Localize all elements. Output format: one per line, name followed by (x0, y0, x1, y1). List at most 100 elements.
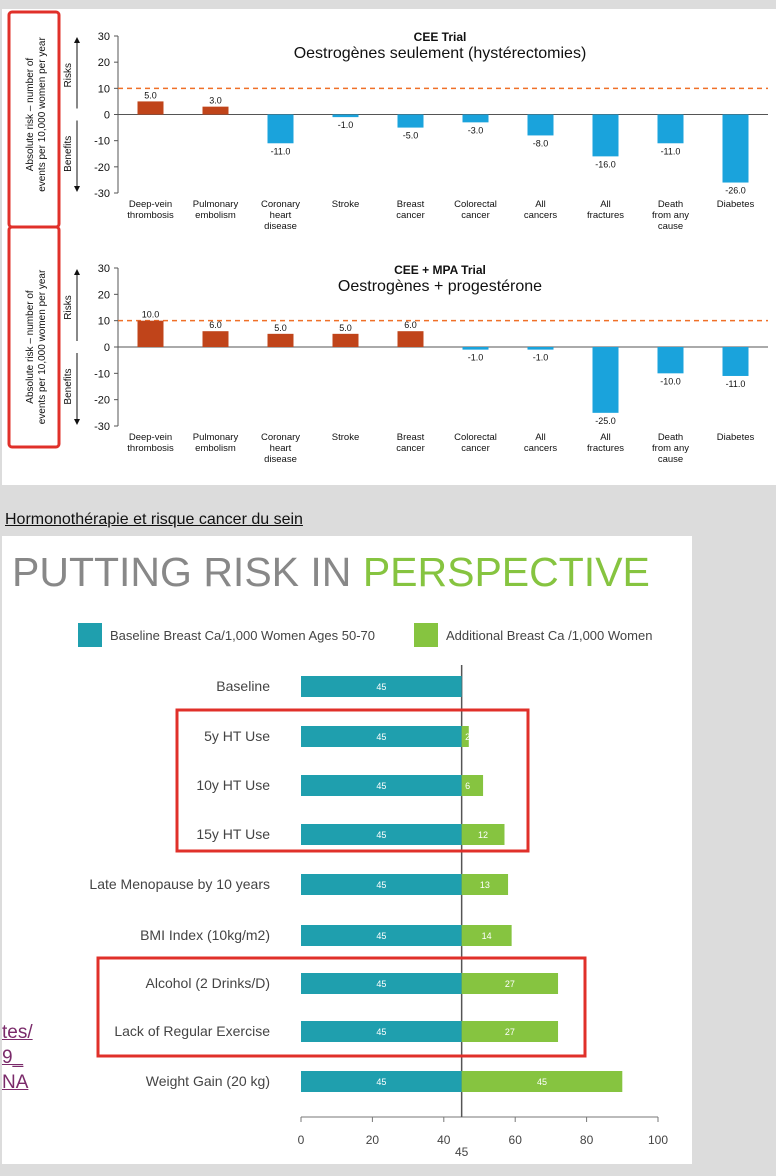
cee-mpa-title: CEE + MPA Trial (394, 263, 486, 277)
baseline-value-6: 45 (376, 979, 386, 989)
xtick-label-4: 80 (580, 1133, 594, 1147)
cee-value-label-5: -3.0 (468, 125, 484, 135)
legend-swatch-additional (414, 623, 438, 647)
cee-mpa-value-label-6: -1.0 (533, 353, 549, 363)
cee-mpa-bar-7 (592, 347, 619, 413)
row-label-8: Weight Gain (20 kg) (146, 1073, 270, 1089)
cee-value-label-9: -26.0 (725, 186, 746, 196)
baseline-value-0: 45 (376, 682, 386, 692)
cee-category-7-1: fractures (587, 210, 624, 221)
cee-mpa-bar-0 (137, 320, 164, 347)
cee-value-label-7: -16.0 (595, 159, 616, 169)
cee-mpa-value-label-5: -1.0 (468, 353, 484, 363)
xtick-label-2: 40 (437, 1133, 451, 1147)
additional-value-4: 13 (480, 880, 490, 890)
cee-value-label-2: -11.0 (271, 146, 291, 156)
cee-mpa-category-7-1: fractures (587, 443, 624, 454)
baseline-bar-7 (301, 1021, 462, 1042)
cee-ytick-label-2: 10 (98, 83, 110, 95)
xtick-label-1: 20 (366, 1133, 380, 1147)
cee-mpa-bar-5 (462, 347, 489, 350)
cee-mpa-value-label-3: 5.0 (339, 323, 352, 333)
cee-mpa-category-2-2: disease (264, 454, 297, 465)
row-label-3: 15y HT Use (196, 826, 270, 842)
xtick-label-3: 60 (509, 1133, 523, 1147)
cee-mpa-benefit-arrowhead (74, 419, 80, 425)
cee-bar-4 (397, 114, 424, 128)
cee-bar-8 (657, 114, 684, 144)
cee-mpa-bar-1 (202, 331, 229, 347)
cee-mpa-value-label-9: -11.0 (726, 379, 746, 389)
cee-mpa-bar-3 (332, 333, 359, 347)
baseline-value-8: 45 (376, 1077, 386, 1087)
cee-mpa-category-5-0: Colorectal (454, 432, 497, 443)
row-label-4: Late Menopause by 10 years (89, 876, 270, 892)
baseline-bar-2 (301, 775, 462, 796)
baseline-bar-4 (301, 874, 462, 895)
additional-value-6: 27 (505, 979, 515, 989)
cee-bar-7 (592, 114, 619, 157)
baseline-value-3: 45 (376, 830, 386, 840)
cee-title: CEE Trial (414, 30, 467, 44)
cee-mpa-category-2-1: heart (270, 443, 292, 454)
link-fragment-1[interactable]: tes/ (2, 1022, 33, 1043)
additional-bar-5 (461, 925, 512, 946)
cee-mpa-category-0-0: Deep-vein (129, 432, 172, 443)
cee-mpa-ytick-label-5: -20 (94, 395, 110, 407)
cee-mpa-value-label-1: 6.0 (209, 320, 222, 330)
cee-mpa-bar-2 (267, 333, 294, 347)
cee-category-5-0: Colorectal (454, 199, 497, 210)
cee-category-8-1: from any (652, 210, 689, 221)
cee-mpa-ytick-label-0: 30 (98, 263, 110, 275)
baseline-bar-0 (301, 676, 462, 697)
cee-mpa-value-label-7: -25.0 (595, 416, 616, 426)
cee-bar-2 (267, 114, 294, 144)
baseline-bar-6 (301, 973, 462, 994)
cee-bar-0 (137, 101, 164, 115)
cee-category-0-0: Deep-vein (129, 199, 172, 210)
cee-ytick-label-3: 0 (104, 110, 110, 122)
perspective-title: PUTTING RISK IN PERSPECTIVE (12, 549, 650, 595)
cee-value-label-1: 3.0 (209, 96, 222, 106)
cee-mpa-ylabel-line2: events per 10,000 women per year (37, 269, 48, 424)
additional-bar-2 (461, 775, 484, 796)
cee-bar-1 (202, 106, 229, 115)
baseline-value-4: 45 (376, 880, 386, 890)
cee-benefit-label: Benefits (63, 136, 74, 172)
cee-mpa-category-4-1: cancer (396, 443, 425, 454)
cee-mpa-category-8-0: Death (658, 432, 683, 443)
cee-category-2-0: Coronary (261, 199, 300, 210)
row-label-2: 10y HT Use (196, 777, 270, 793)
row-label-5: BMI Index (10kg/m2) (140, 927, 270, 943)
cee-ytick-label-4: -10 (94, 136, 110, 148)
cee-category-6-1: cancers (524, 210, 558, 221)
legend-label-baseline: Baseline Breast Ca/1,000 Women Ages 50-7… (110, 628, 375, 643)
cee-mpa-value-label-8: -10.0 (660, 376, 681, 386)
cee-mpa-category-6-0: All (535, 432, 546, 443)
cee-category-5-1: cancer (461, 210, 490, 221)
cee-ytick-label-0: 30 (98, 31, 110, 43)
cee-mpa-ylabel-line1: Absolute risk – number of (25, 290, 36, 404)
cee-mpa-category-1-0: Pulmonary (193, 432, 239, 443)
link-fragment-3[interactable]: NA (2, 1072, 29, 1093)
cee-risk-arrowhead (74, 37, 80, 43)
baseline-bar-5 (301, 925, 462, 946)
cee-value-label-6: -8.0 (533, 138, 549, 148)
cee-mpa-ytick-label-3: 0 (104, 342, 110, 354)
additional-value-1: 2 (465, 732, 470, 742)
additional-bar-8 (461, 1071, 623, 1092)
additional-bar-6 (461, 973, 559, 994)
cee-category-3-0: Stroke (332, 199, 359, 210)
additional-bar-3 (461, 824, 505, 845)
cee-category-7-0: All (600, 199, 611, 210)
link-fragment-2[interactable]: 9_ (2, 1047, 24, 1068)
cee-mpa-ytick-label-6: -30 (94, 421, 110, 433)
cee-bar-9 (722, 114, 749, 183)
cee-mpa-category-6-1: cancers (524, 443, 558, 454)
cee-risk-label: Risks (63, 63, 74, 87)
additional-bar-7 (461, 1021, 559, 1042)
perspective-title-part2: PERSPECTIVE (363, 549, 650, 595)
cee-subtitle: Oestrogènes seulement (hystérectomies) (294, 45, 587, 62)
